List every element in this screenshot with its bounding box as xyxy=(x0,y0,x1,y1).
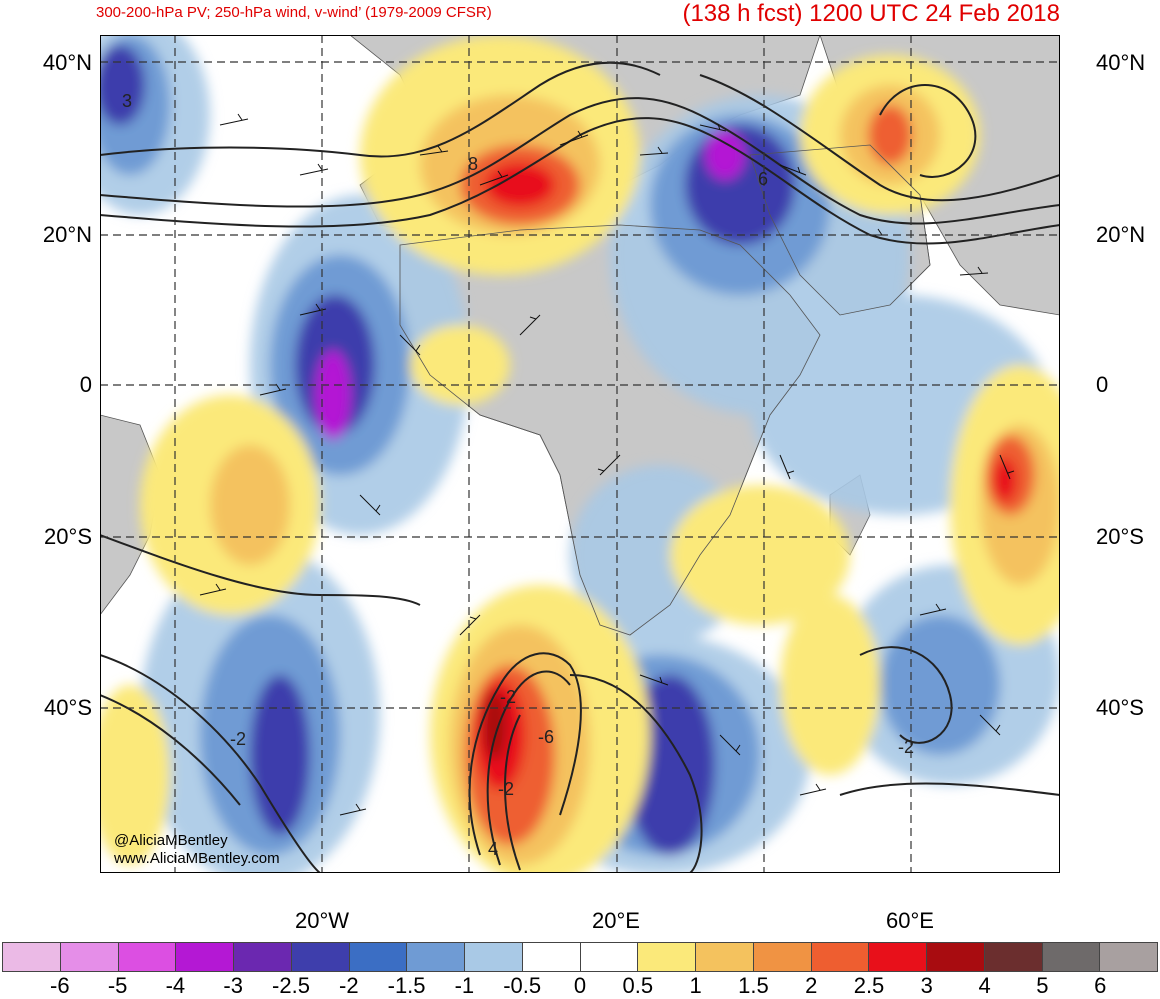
colorbar-swatch xyxy=(118,943,177,971)
contour-label: -2 xyxy=(500,687,516,707)
colorbar-swatch xyxy=(60,943,119,971)
lat-lon-grid xyxy=(100,35,1060,873)
contour-label: -2 xyxy=(898,737,914,757)
lat-label-right: 20°N xyxy=(1096,222,1146,247)
colorbar-swatch xyxy=(696,943,754,971)
colorbar-label: 1 xyxy=(689,973,702,998)
contour-label: 6 xyxy=(758,169,768,189)
lat-label-left: 40°N xyxy=(42,50,92,75)
colorbar-swatch xyxy=(869,943,927,971)
colorbar-swatch xyxy=(465,943,523,971)
map-frame xyxy=(100,35,1060,873)
contour-label: -6 xyxy=(538,727,554,747)
colorbar-swatch xyxy=(234,943,292,971)
colorbar-label: 5 xyxy=(1036,973,1049,998)
colorbar-label: -2 xyxy=(339,973,359,998)
contour-label: 4 xyxy=(488,839,498,859)
colorbar-swatch xyxy=(1100,943,1157,971)
colorbar-swatch xyxy=(984,943,1043,971)
lat-label-right: 0 xyxy=(1096,372,1109,397)
map-subtitle: 300-200-hPa PV; 250-hPa wind, v-wind’ (1… xyxy=(96,4,492,21)
colorbar-swatch xyxy=(349,943,408,971)
contour-label: -2 xyxy=(498,779,514,799)
lat-label-left: 0 xyxy=(79,372,92,397)
valid-time-title: (138 h fcst) 1200 UTC 24 Feb 2018 xyxy=(682,0,1060,27)
colorbar-swatch xyxy=(927,943,985,971)
colorbar-label: -3 xyxy=(223,973,243,998)
lat-label-right: 20°S xyxy=(1096,524,1144,549)
colorbar-label: 0 xyxy=(573,973,587,998)
credit-handle: @AliciaMBentley xyxy=(114,832,228,849)
lon-label: 60°E xyxy=(886,908,934,933)
lat-label-left: 20°N xyxy=(42,222,92,247)
colorbar-label: 2.5 xyxy=(853,973,885,998)
colorbar-swatch xyxy=(176,943,234,971)
lat-label-left: 40°S xyxy=(44,695,92,720)
lat-label-left: 20°S xyxy=(44,524,92,549)
colorbar-label: -1 xyxy=(454,973,475,998)
colorbar-label: 6 xyxy=(1094,973,1107,998)
credit-website: www.AliciaMBentley.com xyxy=(113,850,280,867)
map-panel: 3 8 6 -2 -2 -6 -2 4 -2 @AliciaMBentley w… xyxy=(100,35,1060,873)
lon-label: 20°E xyxy=(592,908,640,933)
colorbar-label: -1.5 xyxy=(387,973,426,998)
colorbar-swatch xyxy=(638,943,696,971)
colorbar-label: 0.5 xyxy=(622,973,654,998)
colorbar-label: -4 xyxy=(165,973,186,998)
colorbar-swatch xyxy=(753,943,812,971)
wind-barbs xyxy=(199,113,1015,816)
colorbar-swatch xyxy=(3,943,61,971)
shaded-anomalies xyxy=(100,35,1060,873)
lat-label-right: 40°S xyxy=(1096,695,1144,720)
colorbar-label: 1.5 xyxy=(738,973,769,998)
contour-labels: 3 8 6 -2 -2 -6 -2 4 -2 xyxy=(122,91,914,859)
colorbar-label: -6 xyxy=(50,973,70,998)
contour-label: 8 xyxy=(468,154,478,174)
colorbar-label: 4 xyxy=(978,973,991,998)
contour-label: -2 xyxy=(230,729,246,749)
colorbar-label: -5 xyxy=(107,973,128,998)
lon-label: 20°W xyxy=(294,908,350,933)
colorbar-swatch xyxy=(811,943,870,971)
colorbar-swatch xyxy=(580,943,639,971)
colorbar-label: 2 xyxy=(805,973,818,998)
lat-label-right: 40°N xyxy=(1096,50,1146,75)
colorbar-swatch xyxy=(407,943,465,971)
colorbar-label: 3 xyxy=(920,973,933,998)
colorbar-swatch xyxy=(291,943,350,971)
colorbar xyxy=(2,942,1158,972)
colorbar-label: -0.5 xyxy=(503,973,542,998)
colorbar-swatch xyxy=(1042,943,1101,971)
contour-label: 3 xyxy=(122,91,132,111)
colorbar-swatch xyxy=(522,943,581,971)
colorbar-label: -2.5 xyxy=(272,973,310,998)
pv-contours xyxy=(100,61,1060,873)
